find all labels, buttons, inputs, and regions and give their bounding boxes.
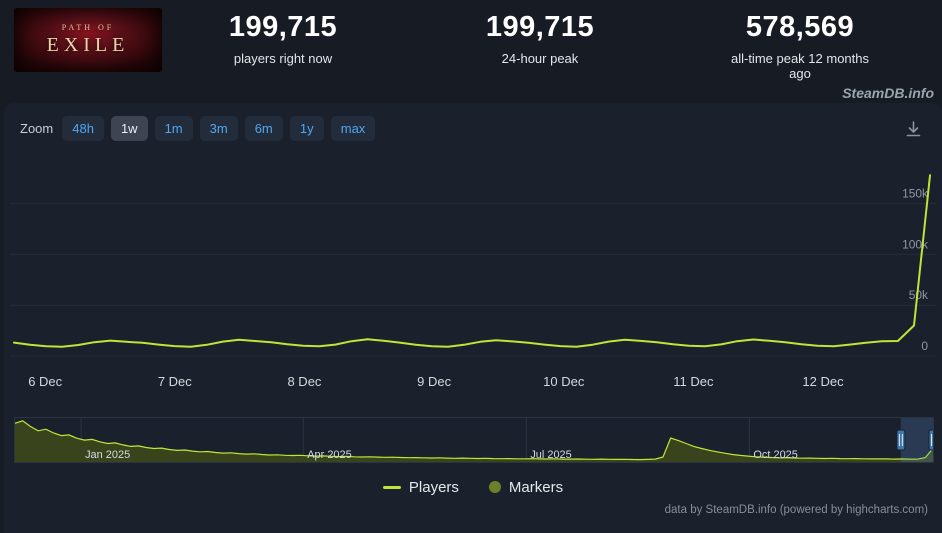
download-icon[interactable] <box>905 120 922 138</box>
alltime-peak-label: all-time peak 12 months ago <box>730 51 869 81</box>
current-players-value: 199,715 <box>228 11 338 43</box>
navigator-selection[interactable] <box>900 417 934 463</box>
y-axis-label: 50k <box>909 288 928 302</box>
zoom-button-1y[interactable]: 1y <box>289 116 324 141</box>
chart-credit: data by SteamDB.info (powered by highcha… <box>664 504 928 516</box>
zoom-button-1m[interactable]: 1m <box>154 116 193 141</box>
navigator-area <box>14 420 934 462</box>
game-logo-text: EXILE <box>46 34 130 56</box>
players-chart[interactable]: 0 50k 100k 150k <box>10 151 936 369</box>
x-axis-label: 10 Dec <box>543 374 585 389</box>
range-navigator[interactable]: Jan 2025 Apr 2025 Jul 2025 Oct 2025 <box>14 417 934 463</box>
legend-players-label: Players <box>408 478 459 496</box>
x-axis-label: 7 Dec <box>157 374 192 389</box>
zoom-button-6m[interactable]: 6m <box>244 116 283 141</box>
zoom-button-group: 48h 1w 1m 3m 6m 1y max <box>62 116 376 141</box>
stat-alltime-peak: 578,569 all-time peak 12 months ago <box>729 11 871 81</box>
navigator-line <box>14 420 934 461</box>
navigator-handle[interactable] <box>896 429 906 451</box>
x-axis-label: 6 Dec <box>28 374 63 389</box>
legend-item-players[interactable]: Players <box>382 478 459 496</box>
x-axis-label: 8 Dec <box>287 374 322 389</box>
chart-legend: Players Markers <box>4 476 942 498</box>
chart-toolbar: Zoom 48h 1w 1m 3m 6m 1y max <box>4 103 942 141</box>
stat-24h-peak: 199,715 24-hour peak <box>486 11 594 66</box>
zoom-button-max[interactable]: max <box>330 116 376 141</box>
navigator-quarter-label: Apr 2025 <box>307 449 351 461</box>
chart-panel: Zoom 48h 1w 1m 3m 6m 1y max 0 50k 100k 150k 6 Dec… <box>4 103 942 533</box>
players-series-line <box>12 174 932 348</box>
game-capsule-image[interactable]: PATH OF EXILE <box>14 8 162 72</box>
zoom-button-3m[interactable]: 3m <box>199 116 238 141</box>
navigator-border <box>14 417 934 463</box>
x-axis-label: 12 Dec <box>802 374 844 389</box>
24h-peak-label: 24-hour peak <box>501 51 579 66</box>
steamdb-brand-link[interactable]: SteamDB.info <box>842 85 934 101</box>
zoom-button-1w[interactable]: 1w <box>110 116 148 141</box>
zoom-button-48h[interactable]: 48h <box>62 116 104 141</box>
zoom-label: Zoom <box>20 121 54 136</box>
y-axis-label: 0 <box>921 339 928 353</box>
game-logo-top-text: PATH OF <box>61 23 115 32</box>
x-axis-label: 9 Dec <box>417 374 452 389</box>
current-players-label: players right now <box>233 51 333 66</box>
legend-markers-label: Markers <box>508 478 564 496</box>
x-axis-labels: 6 Dec 7 Dec 8 Dec 9 Dec 10 Dec 11 Dec 12 Dec <box>10 369 936 395</box>
legend-item-markers[interactable]: Markers <box>488 478 564 496</box>
markers-dot-swatch <box>488 481 501 493</box>
players-line-swatch <box>382 485 401 489</box>
stat-current-players: 199,715 players right now <box>229 11 337 66</box>
alltime-peak-value: 578,569 <box>745 11 855 43</box>
navigator-quarter-label: Jan 2025 <box>85 449 130 461</box>
app-header: PATH OF EXILE 199,715 players right now … <box>0 0 942 103</box>
y-axis-label: 150k <box>902 187 928 201</box>
navigator-quarter-label: Jul 2025 <box>530 449 571 461</box>
24h-peak-value: 199,715 <box>485 11 595 43</box>
navigator-quarter-label: Oct 2025 <box>753 449 797 461</box>
x-axis-label: 11 Dec <box>673 374 714 389</box>
